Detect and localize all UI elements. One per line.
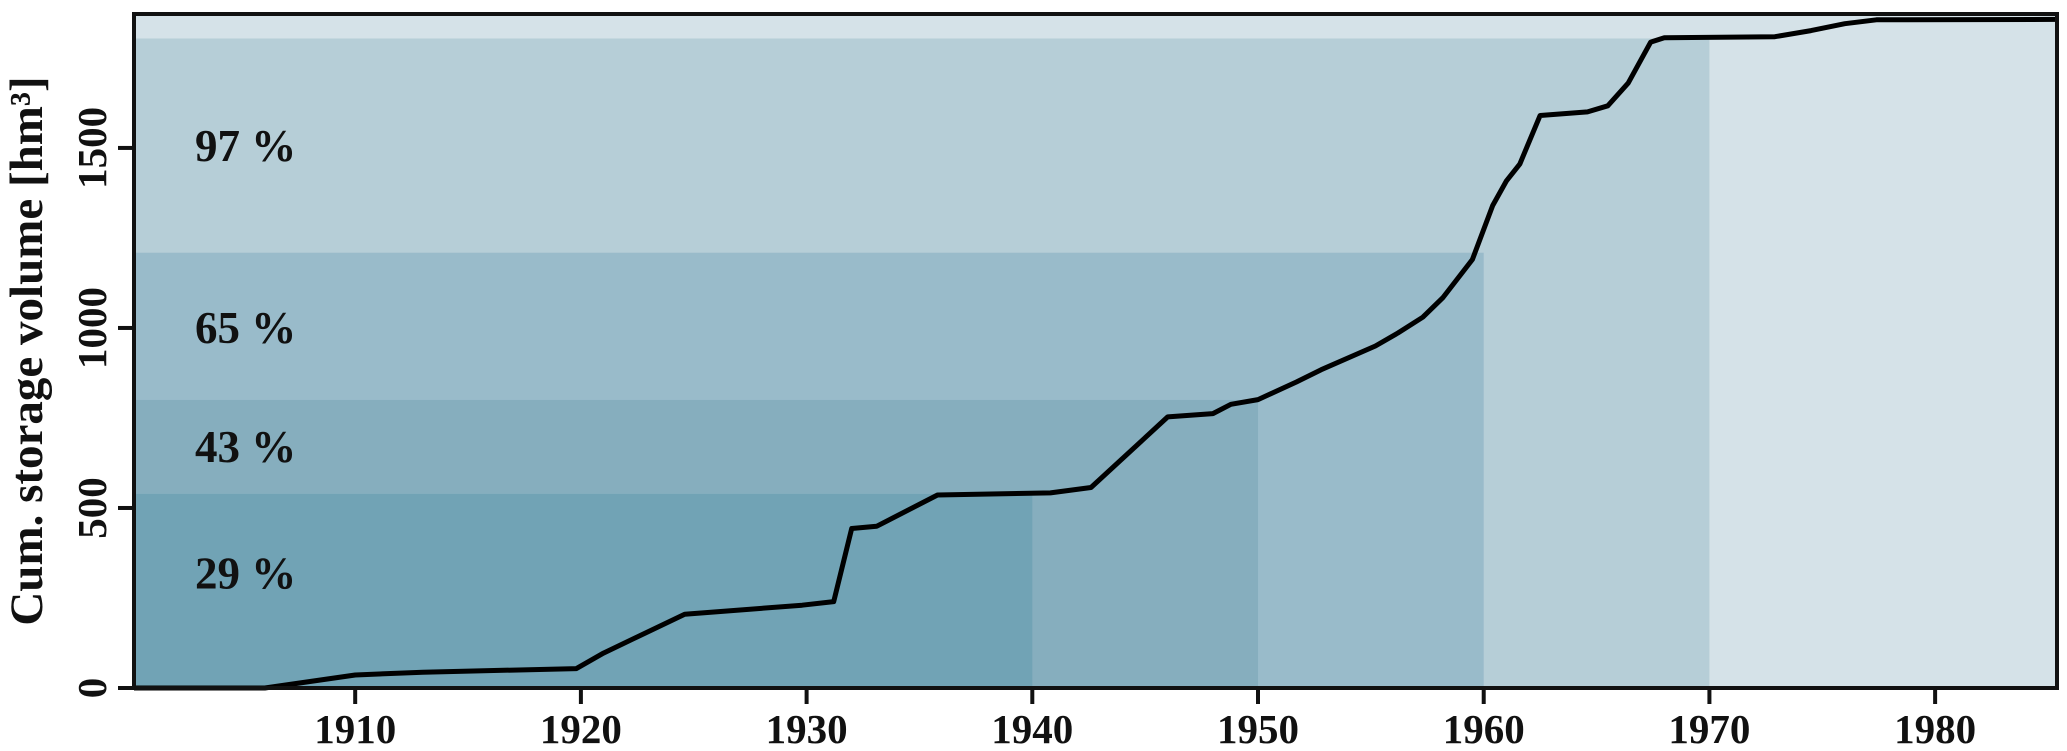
x-tick-label: 1930 — [766, 706, 848, 751]
percentile-bands — [134, 14, 2057, 689]
x-tick-label: 1940 — [991, 706, 1073, 751]
percentile-label: 97 % — [195, 121, 296, 171]
plot-border — [132, 12, 2059, 690]
x-tick-label: 1950 — [1217, 706, 1299, 751]
y-tick-label: 500 — [69, 477, 115, 539]
x-tick-label: 1910 — [314, 706, 396, 751]
x-tick-label: 1960 — [1443, 706, 1525, 751]
y-tick-label: 1500 — [69, 107, 115, 189]
percentile-rect — [134, 493, 1033, 688]
cumulative-curve — [134, 16, 2058, 691]
y-tick-label: 0 — [69, 678, 115, 699]
x-tick-label: 1970 — [1668, 706, 1750, 751]
percentile-label: 65 % — [195, 303, 296, 353]
band-labels: 97 % 65 % 43 % 29 % — [195, 121, 296, 598]
plot-frame — [132, 12, 2059, 690]
percentile-label: 29 % — [195, 549, 296, 599]
storage-volume-line — [134, 16, 2058, 691]
y-axis-title: Cum. storage volume [hm³] — [1, 76, 53, 625]
x-tick-label: 1920 — [540, 706, 622, 751]
y-tick-label: 1000 — [69, 287, 115, 369]
percentile-label: 43 % — [195, 422, 296, 472]
axis-ticks: 1910 1920 1930 1940 1950 1960 1970 1980 0 500 1000… — [69, 107, 1976, 751]
x-tick-label: 1980 — [1894, 706, 1976, 751]
